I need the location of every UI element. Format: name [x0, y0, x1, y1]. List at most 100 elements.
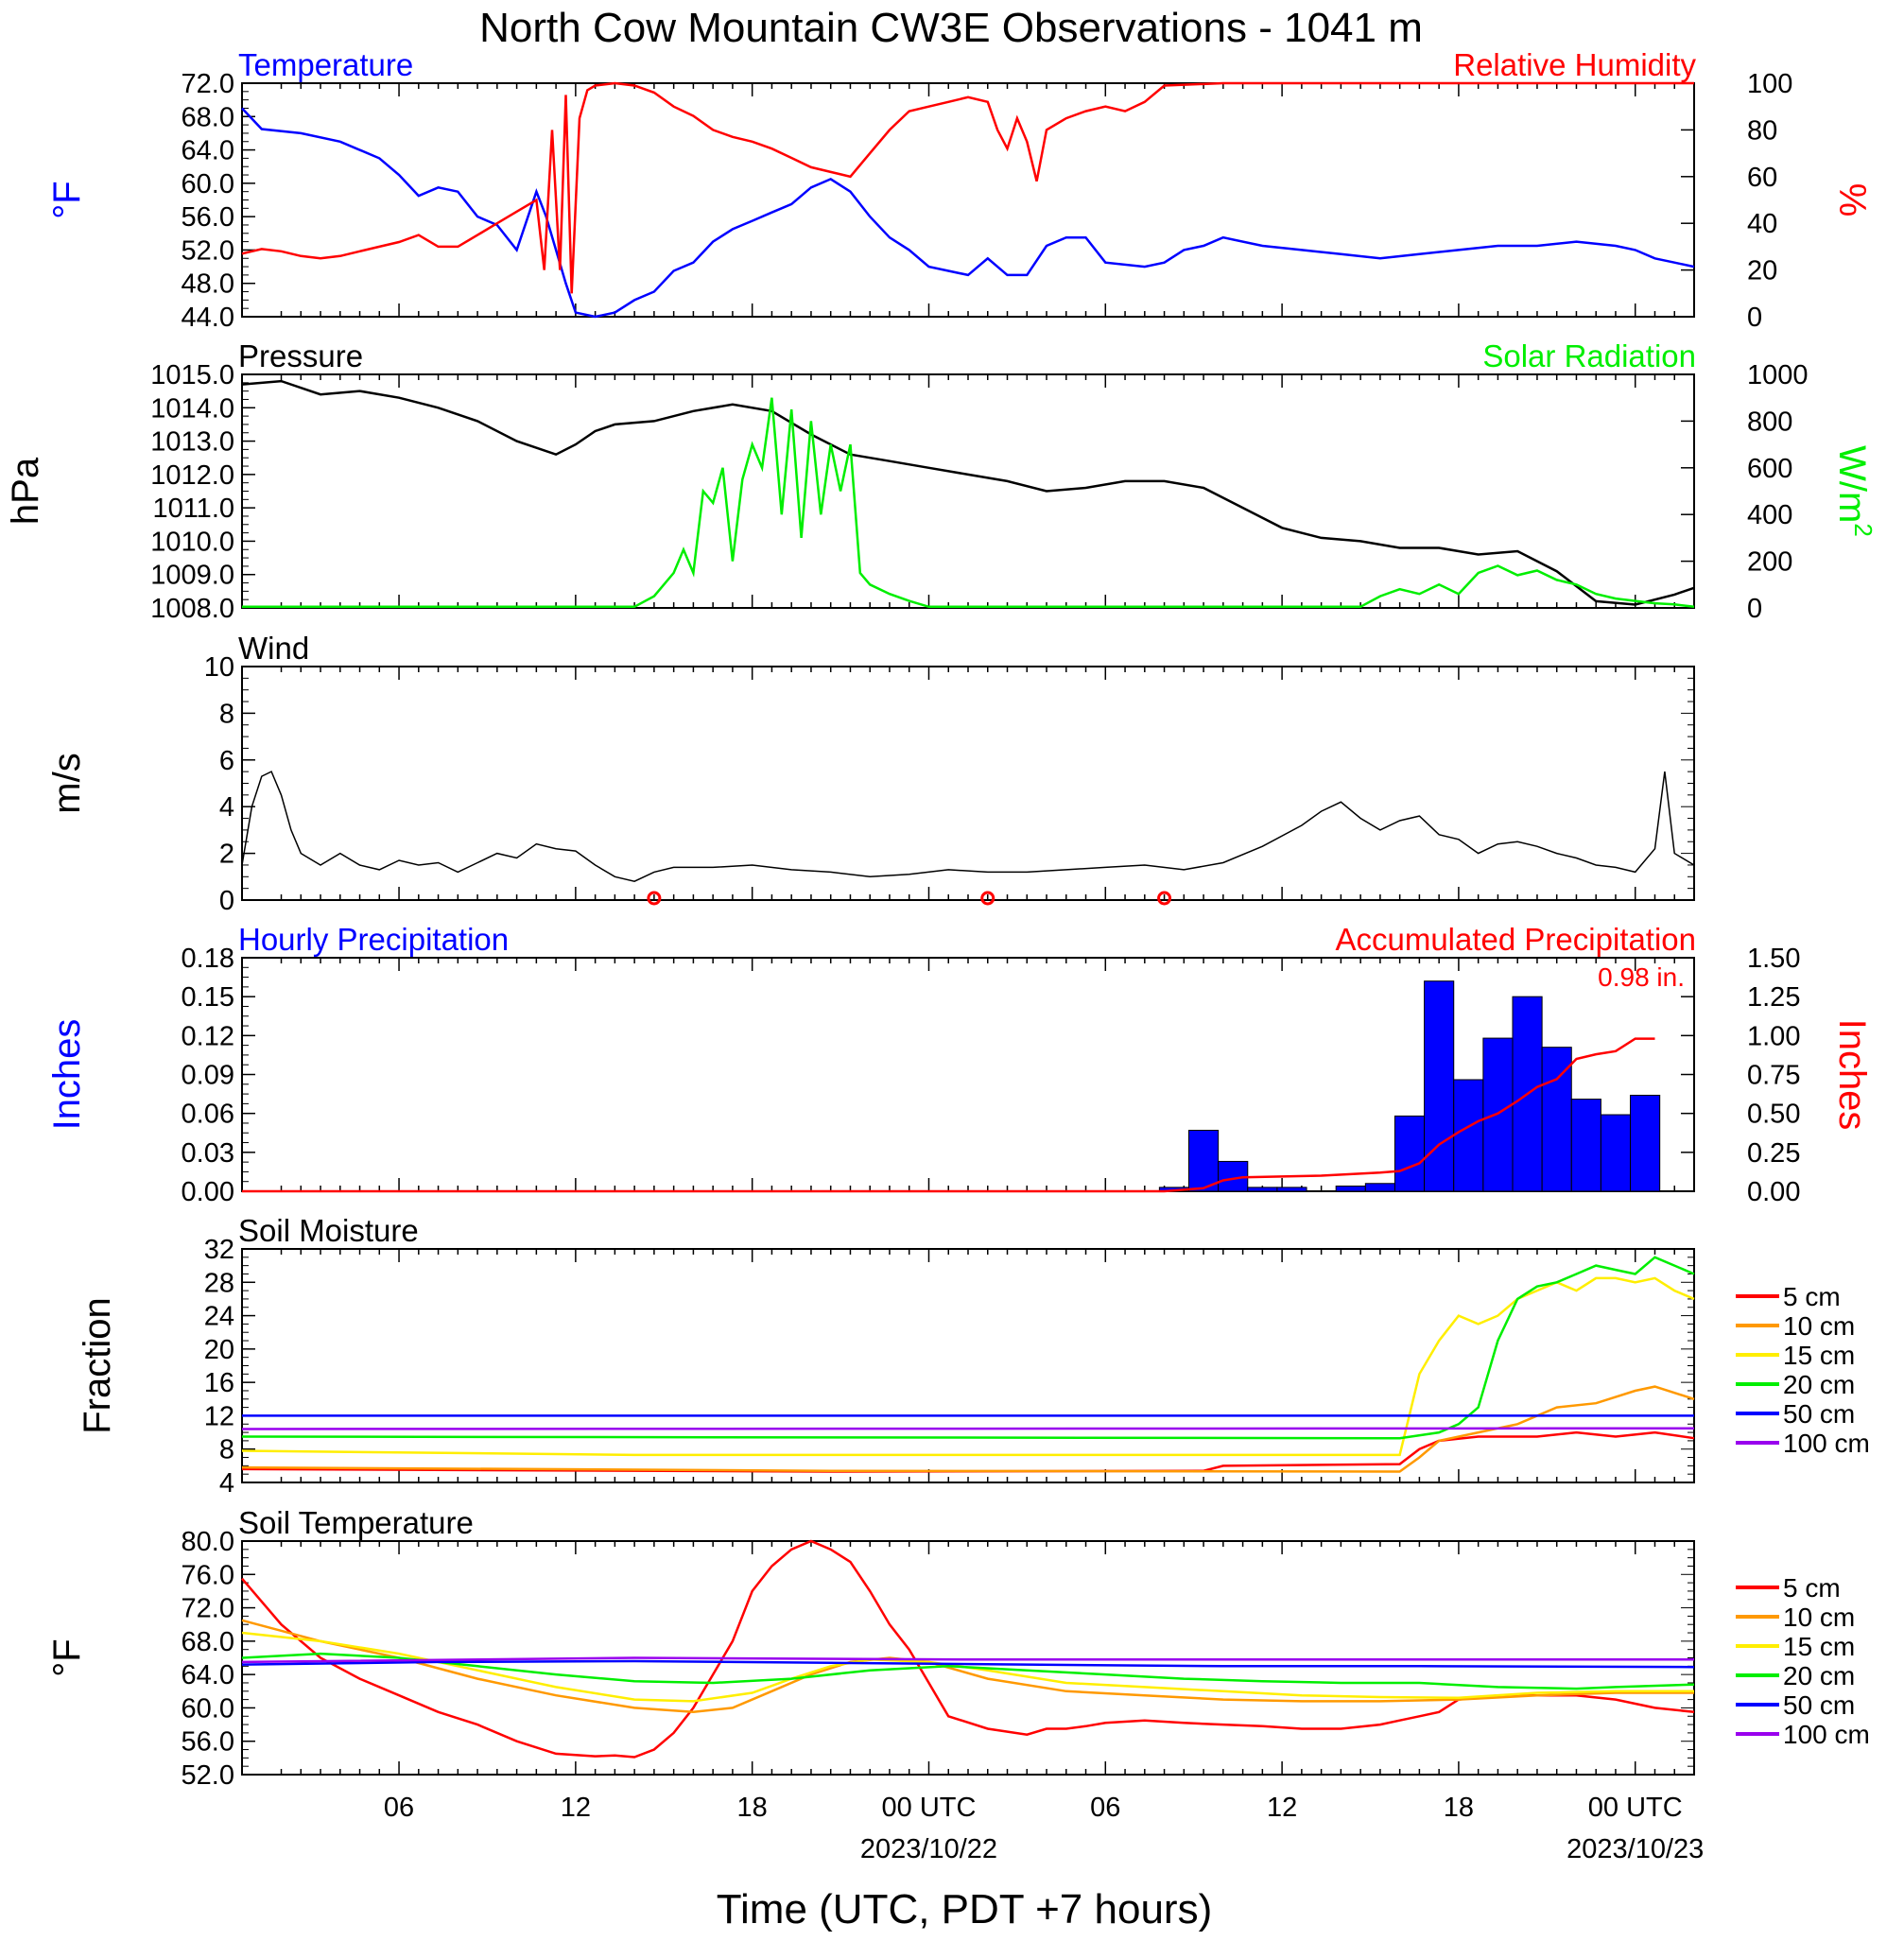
y-left-tick-label: 64.0 [182, 136, 234, 166]
y-left-tick-label: 1009.0 [150, 561, 234, 591]
y-left-tick-label: 72.0 [182, 69, 234, 99]
y-left-tick-label: 52.0 [182, 235, 234, 266]
y-left-tick-label: 0.00 [182, 1177, 234, 1207]
precip-bar [1600, 1114, 1632, 1192]
y-right-tick-label: 0.25 [1747, 1138, 1800, 1169]
legend-label: 20 cm [1783, 1370, 1855, 1399]
y-left-tick-label: 16 [204, 1368, 234, 1398]
legend-label: 5 cm [1783, 1573, 1841, 1603]
x-tick-label: 18 [737, 1793, 768, 1823]
x-tick-label: 00 UTC [882, 1793, 977, 1823]
y-left-tick-label: 8 [219, 1435, 234, 1465]
precip-bar [1247, 1187, 1278, 1192]
precip-bar [1453, 1079, 1484, 1192]
legend-label: 50 cm [1783, 1399, 1855, 1429]
plot-frame [241, 666, 1695, 901]
y-left-tick-label: 60.0 [182, 1693, 234, 1724]
x-tick-label: 12 [1267, 1793, 1297, 1823]
y-right-tick-label: 40 [1747, 209, 1777, 239]
series-100-cm [241, 1427, 1695, 1430]
panel-title-right: Solar Radiation [1482, 338, 1696, 373]
x-tick-label: 06 [1090, 1793, 1120, 1823]
x-tick-label: 00 UTC [1588, 1793, 1683, 1823]
y-axis-title-left: hPa [5, 457, 46, 525]
legend-label: 15 cm [1783, 1341, 1855, 1370]
legend-label: 10 cm [1783, 1603, 1855, 1632]
figure-title: North Cow Mountain CW3E Observations - 1… [479, 5, 1423, 51]
series-accumulated-precipitation [242, 1037, 1655, 1193]
y-right-tick-label: 400 [1747, 500, 1792, 530]
y-axis-title-left: Inches [46, 1019, 88, 1131]
y-left-tick-label: 1014.0 [150, 393, 234, 424]
y-left-tick-label: 32 [204, 1235, 234, 1265]
y-left-tick-label: 1008.0 [150, 594, 234, 624]
series-20-cm [241, 1256, 1695, 1440]
panel-precipitation: 0.18 0.15 0.12 0.09 0.06 0.03 0.00 1.50 1.25 1.00… [46, 922, 1873, 1207]
y-right-tick-label: 1.25 [1747, 982, 1800, 1013]
y-right-tick-label: 60 [1747, 163, 1777, 193]
plot-frame [241, 82, 1695, 318]
y-left-tick-label: 1012.0 [150, 460, 234, 491]
y-right-tick-label: 0 [1747, 594, 1762, 624]
panel-temperature-humidity: 72.068.0 64.060.056.052.048.044.0 100 80 60 4… [46, 47, 1873, 333]
series-relative-humidity [241, 81, 1694, 294]
y-left-tick-label: 2 [219, 840, 234, 870]
y-left-tick-label: 0 [219, 886, 234, 916]
y-axis-title-superscript: 2 [1849, 523, 1878, 536]
x-axis-title: Time (UTC, PDT +7 hours) [717, 1886, 1212, 1932]
panel-title-left: Hourly Precipitation [238, 922, 509, 957]
y-left-tick-label: 44.0 [182, 303, 234, 333]
y-left-tick-label: 56.0 [182, 202, 234, 233]
time-axis: 06 12 18 00 UTC 06 12 18 00 UTC 2023/10/22 2023/1… [384, 1793, 1704, 1864]
y-left-tick-label: 64.0 [182, 1660, 234, 1690]
x-tick-label: 12 [561, 1793, 591, 1823]
y-left-tick-label: 72.0 [182, 1594, 234, 1624]
y-right-tick-label: 0.00 [1747, 1177, 1800, 1207]
y-right-tick-label: 0.50 [1747, 1100, 1800, 1130]
calm-wind-marker [1157, 891, 1172, 906]
y-left-tick-label: 8 [219, 699, 234, 729]
precip-bar [1424, 980, 1455, 1192]
series-temperature [241, 107, 1695, 319]
series-pressure [241, 379, 1695, 606]
legend-label: 50 cm [1783, 1690, 1855, 1720]
panel-title-left: Wind [238, 631, 309, 666]
precip-bar [1335, 1186, 1366, 1192]
panel-title-left: Soil Temperature [238, 1505, 474, 1540]
precip-bar [1188, 1130, 1220, 1192]
series-20-cm [241, 1652, 1695, 1690]
accumulation-total-label: 0.98 in. [1598, 962, 1685, 992]
y-right-tick-label: 100 [1747, 69, 1792, 99]
y-left-tick-label: 4 [219, 1468, 234, 1499]
y-left-tick-label: 68.0 [182, 102, 234, 132]
x-date-label: 2023/10/22 [860, 1834, 997, 1864]
panel-title-left: Temperature [238, 47, 413, 82]
plot-frame [241, 373, 1695, 609]
legend-label: 5 cm [1783, 1282, 1841, 1311]
y-axis-title-left: °F [46, 181, 88, 218]
x-date-label: 2023/10/23 [1566, 1834, 1704, 1864]
y-left-tick-label: 1011.0 [152, 494, 234, 524]
series-15-cm [241, 1276, 1695, 1457]
y-right-tick-label: 600 [1747, 454, 1792, 484]
y-left-tick-label: 0.03 [182, 1138, 234, 1169]
y-right-tick-label: 1.50 [1747, 944, 1800, 974]
y-left-tick-label: 28 [204, 1268, 234, 1298]
y-left-tick-label: 68.0 [182, 1627, 234, 1657]
legend-label: 10 cm [1783, 1311, 1855, 1341]
precip-bar [1541, 1047, 1572, 1192]
y-axis-title-left: Fraction [77, 1297, 118, 1434]
series-15-cm [241, 1631, 1694, 1703]
y-axis-title-right: % [1831, 183, 1873, 217]
panel-title-left: Pressure [238, 338, 363, 373]
panel-title-right: Accumulated Precipitation [1335, 922, 1696, 957]
y-left-tick-label: 56.0 [182, 1727, 234, 1758]
precip-bar [1364, 1183, 1395, 1192]
y-left-tick-label: 76.0 [182, 1560, 234, 1590]
precip-bar [1393, 1115, 1426, 1192]
panel-wind: 10 8 6 4 2 0 Wind m/s [46, 631, 1695, 916]
y-left-tick-label: 1010.0 [150, 527, 234, 557]
y-left-tick-label: 80.0 [182, 1527, 234, 1557]
